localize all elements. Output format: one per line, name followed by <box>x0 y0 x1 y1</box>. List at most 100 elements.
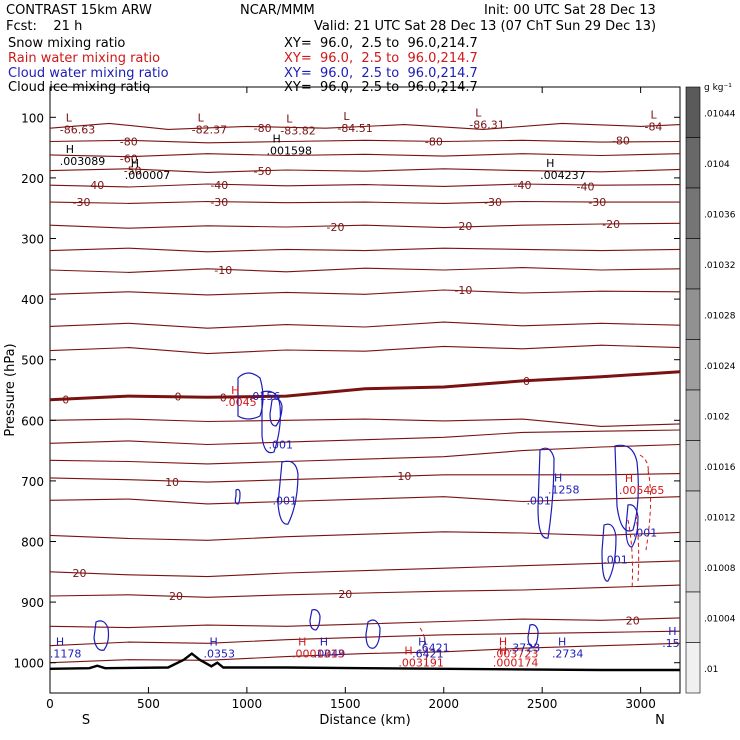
extremum-value: -84 <box>644 120 662 133</box>
cloud-water-contour <box>527 624 539 648</box>
colorbar-swatch <box>685 339 701 391</box>
x-tick-label: 2500 <box>527 697 558 711</box>
extremum-marker: L <box>286 113 293 126</box>
temperature-label: 0 <box>220 391 227 404</box>
cloud-water-contour <box>237 372 264 420</box>
temperature-contour <box>49 200 680 204</box>
extremum-value: .2734 <box>552 648 584 661</box>
extremum-value: .15 <box>662 637 680 650</box>
temperature-contour <box>49 584 681 598</box>
extremum-value: .001598 <box>266 145 312 158</box>
extremum-marker: H <box>131 157 139 170</box>
cloud-water-label: .001 <box>272 494 297 507</box>
rain-water-contour <box>635 514 640 582</box>
temperature-contour <box>49 344 681 355</box>
extremum-marker: H <box>272 133 280 146</box>
rain-extremum-marker: H <box>499 645 507 658</box>
colorbar-swatch <box>685 490 701 542</box>
temperature-label: -80 <box>254 122 272 135</box>
extremum-marker: H <box>668 625 676 638</box>
temperature-contour <box>49 531 681 541</box>
colorbar-swatch <box>685 288 701 340</box>
rain-extremum-marker: H <box>404 645 412 658</box>
temperature-contour <box>49 443 681 465</box>
colorbar-label: .01008 <box>704 564 736 574</box>
rain-extremum-marker: H <box>298 636 306 649</box>
temperature-contour <box>49 139 681 144</box>
temperature-label: -20 <box>326 221 344 234</box>
temperature-label: -30 <box>588 196 606 209</box>
rain-extremum-value: .003723 <box>493 648 539 661</box>
field-name-rain: Rain water mixing ratio <box>8 51 161 66</box>
field-name-cloud-water: Cloud water mixing ratio <box>8 66 169 81</box>
cloud-water-contour <box>261 390 281 454</box>
colorbar-swatch <box>685 591 701 643</box>
cloud-water-contour <box>277 460 299 525</box>
north-end-label: N <box>655 713 665 728</box>
colorbar-swatch <box>685 187 701 239</box>
colorbar-label: .01032 <box>704 261 736 271</box>
colorbar-label: .01044 <box>704 109 736 119</box>
extremum-marker: L <box>650 108 657 121</box>
cloud-water-contour <box>625 504 639 548</box>
extremum-value: .0049 <box>314 648 346 661</box>
cloud-water-label: .0156 <box>249 390 281 403</box>
temperature-contour <box>49 321 681 329</box>
extremum-value: .6421 <box>412 648 444 661</box>
cloud-water-contour <box>601 523 617 582</box>
temperature-contour <box>49 183 681 188</box>
x-tick-label: 3000 <box>625 697 656 711</box>
extremum-value: .000007 <box>125 169 171 182</box>
y-tick-label: 200 <box>21 172 44 186</box>
cloud-water-label: .3723 <box>509 642 541 655</box>
temperature-label: -30 <box>484 196 502 209</box>
extremum-value: -83.82 <box>280 125 315 138</box>
temperature-label: -50 <box>254 165 272 178</box>
rain-extremum-value: .000174 <box>493 657 539 670</box>
cloud-water-contour <box>234 488 241 505</box>
cloud-water-contour <box>93 620 110 651</box>
rain-extremum-marker: H <box>625 472 633 485</box>
temperature-label: 10 <box>165 476 179 489</box>
extremum-value: -82.37 <box>192 123 227 136</box>
rain-extremum-marker: H <box>499 636 507 649</box>
colorbar-swatch <box>685 389 701 441</box>
temperature-contour <box>49 630 681 647</box>
temperature-label: 0 <box>62 394 69 407</box>
temperature-label: 20 <box>626 614 640 627</box>
y-tick-label: 300 <box>21 233 44 247</box>
center-label: NCAR/MMM <box>240 3 315 18</box>
x-tick-label: 1500 <box>330 697 361 711</box>
temperature-label: -80 <box>425 136 443 149</box>
temperature-label: -40 <box>210 179 228 192</box>
temperature-contour <box>49 473 681 483</box>
temperature-label: 10 <box>397 470 411 483</box>
terrain-line <box>49 652 680 672</box>
cloud-water-label: .001 <box>603 554 628 567</box>
temperature-label: -20 <box>454 220 472 233</box>
y-tick-label: 1000 <box>13 657 44 671</box>
rain-water-contour <box>419 627 427 669</box>
y-axis-label: Pressure (hPa) <box>3 343 18 436</box>
extremum-marker: L <box>198 111 205 124</box>
valid-time: Valid: 21 UTC Sat 28 Dec 13 (07 ChT Sun … <box>314 19 657 34</box>
rain-water-contour <box>639 454 649 476</box>
rain-extremum-value: .003191 <box>398 657 444 670</box>
x-tick-label: 1000 <box>232 697 263 711</box>
temperature-contour <box>49 370 681 402</box>
rain-extremum-value: .0045 <box>225 396 257 409</box>
colorbar-swatch <box>685 642 701 694</box>
extremum-value: -84.51 <box>337 122 372 135</box>
extremum-marker: H <box>554 471 562 484</box>
extremum-value: .003089 <box>60 155 106 168</box>
temperature-label: 0 <box>523 375 530 388</box>
temperature-label: -80 <box>612 134 630 147</box>
extremum-value: -86.63 <box>60 123 95 136</box>
temperature-contour <box>49 429 681 446</box>
colorbar-label: .01036 <box>704 210 736 220</box>
temperature-contour <box>49 617 681 629</box>
colorbar-label: .01 <box>704 665 718 675</box>
extremum-value: .1178 <box>50 648 82 661</box>
extremum-marker: H <box>56 636 64 649</box>
